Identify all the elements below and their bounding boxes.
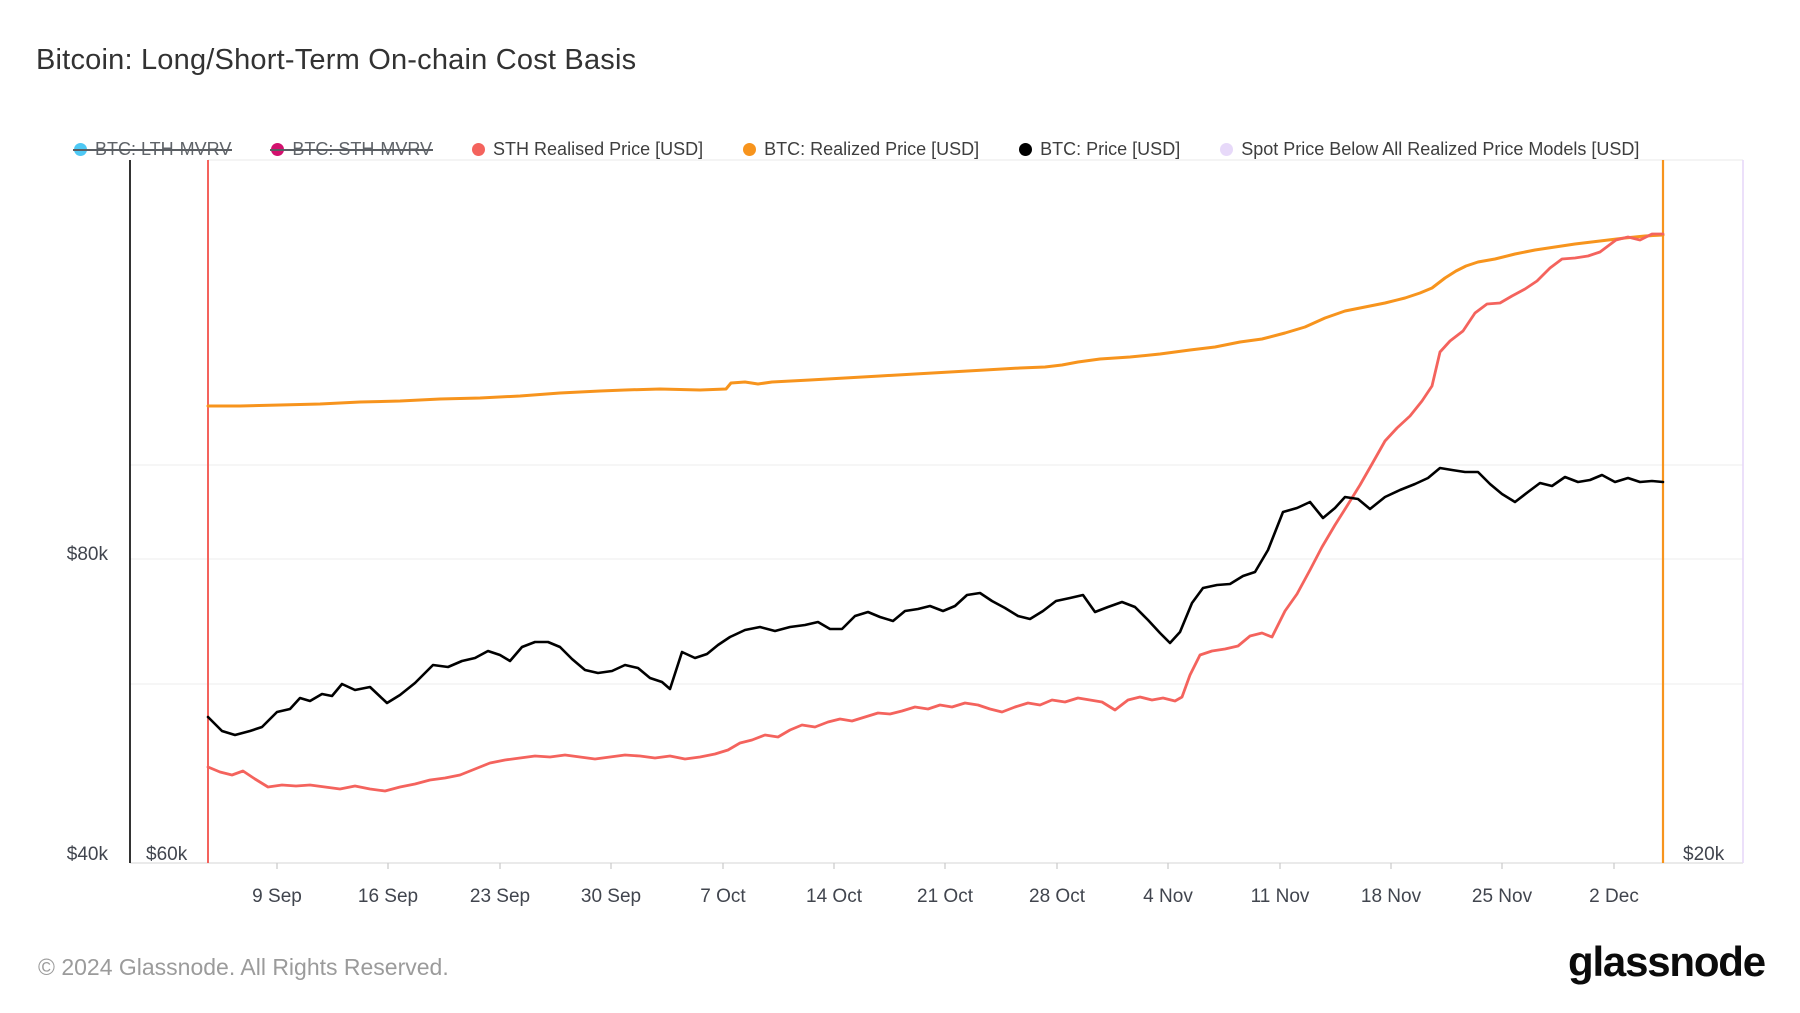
chart-legend: BTC: LTH-MVRV BTC: STH-MVRV STH Realised… [72, 139, 1639, 160]
legend-dot-icon [743, 143, 757, 156]
x-axis-label: 14 Oct [806, 886, 862, 907]
legend-item-label: BTC: Realized Price [USD] [764, 139, 980, 159]
page-title: Bitcoin: Long/Short-Term On-chain Cost B… [36, 44, 637, 76]
x-axis-label: 18 Nov [1360, 886, 1422, 907]
series-realized-price-line [206, 233, 1665, 408]
x-axis-label: 23 Sep [469, 886, 531, 907]
legend-dot-icon [1019, 143, 1033, 156]
x-axis-label: 11 Nov [1250, 886, 1310, 907]
legend-dot-icon [472, 143, 486, 156]
copyright-text: © 2024 Glassnode. All Rights Reserved. [38, 954, 449, 980]
x-axis-label: 28 Oct [1029, 886, 1085, 907]
legend-item-label: BTC: Price [USD] [1040, 139, 1181, 159]
x-axis-label: 9 Sep [252, 886, 302, 907]
legend-item-label: STH Realised Price [USD] [493, 139, 704, 159]
series-btc-price-line [206, 466, 1665, 737]
x-axis-label: 4 Nov [1143, 886, 1193, 907]
legend-item-spot-below-models[interactable]: Spot Price Below All Realized Price Mode… [1220, 139, 1639, 160]
x-axis-label: 16 Sep [357, 886, 419, 907]
legend-item-btc-price[interactable]: BTC: Price [USD] [1019, 139, 1180, 160]
glassnode-logo: glassnode [1568, 938, 1766, 985]
legend-item-sth-realised-price[interactable]: STH Realised Price [USD] [472, 139, 703, 160]
legend-dot-icon [1220, 143, 1234, 156]
legend-item-sth-mvrv[interactable]: BTC: STH-MVRV [270, 139, 433, 160]
x-axis-label: 2 Dec [1589, 886, 1639, 907]
x-axis-label: 7 Oct [700, 886, 746, 907]
x-axis-label: 30 Sep [580, 886, 642, 907]
y-axis-label-80k: $80k [66, 544, 108, 565]
x-axis-label: 21 Oct [917, 886, 973, 907]
series-sth-realised-price-line [206, 232, 1665, 793]
y-axis-label-20k: $20k [1683, 844, 1725, 865]
legend-item-label: Spot Price Below All Realized Price Mode… [1241, 139, 1640, 159]
legend-item-realized-price[interactable]: BTC: Realized Price [USD] [743, 139, 979, 160]
legend-item-lth-mvrv[interactable]: BTC: LTH-MVRV [72, 139, 233, 160]
x-axis-label: 25 Nov [1471, 886, 1533, 907]
y-axis-label-60k: $60k [146, 844, 188, 865]
y-axis-label-40k: $40k [66, 844, 108, 865]
